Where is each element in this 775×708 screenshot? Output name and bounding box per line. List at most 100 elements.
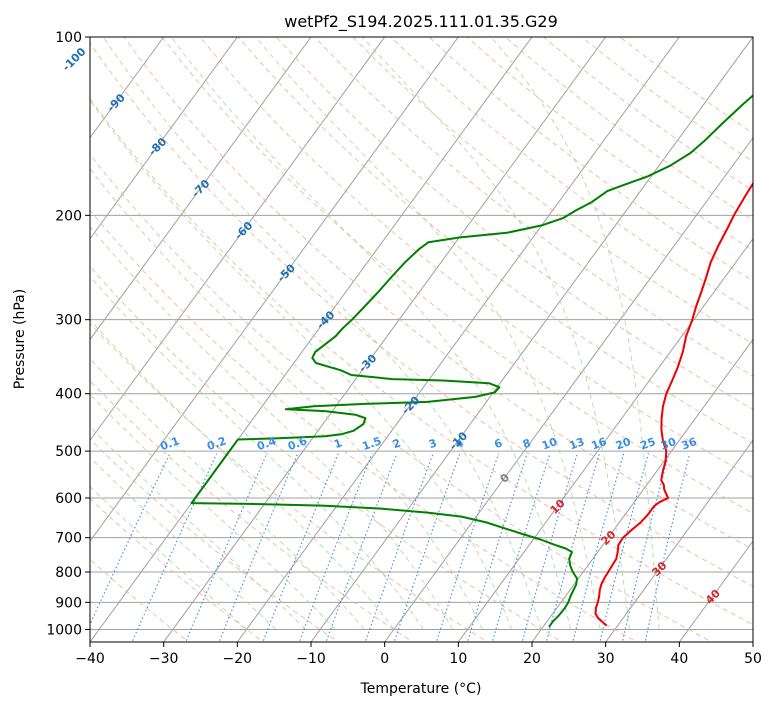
mixing-ratio-line bbox=[435, 453, 500, 642]
mixing-ratio-label: 1.5 bbox=[360, 434, 383, 453]
x-tick-label: −40 bbox=[75, 651, 105, 667]
chart-title: wetPf2_S194.2025.111.01.35.G29 bbox=[284, 12, 558, 32]
plot-frame bbox=[89, 36, 754, 643]
mixing-ratio-line bbox=[521, 453, 578, 642]
mixing-ratio-label: 3 bbox=[427, 436, 439, 451]
moist-adiabat-line bbox=[90, 225, 454, 630]
y-axis: 1000 900 800 700 600 500 400 300 200 100 bbox=[46, 30, 90, 638]
y-tick-label: 700 bbox=[55, 531, 82, 547]
x-tick-label: 20 bbox=[523, 651, 541, 667]
dry-adiabat-line bbox=[161, 37, 753, 514]
isotherm-line bbox=[384, 136, 753, 642]
isotherm-line bbox=[236, 37, 680, 642]
y-tick-label: 400 bbox=[55, 387, 82, 403]
moist-adiabat-line bbox=[255, 37, 601, 630]
dry-adiabat-line bbox=[90, 438, 340, 642]
mixing-ratio-line bbox=[393, 453, 461, 642]
isotherm-line bbox=[163, 37, 607, 642]
moist-adiabat-line bbox=[90, 426, 306, 630]
mixing-ratio-line bbox=[262, 453, 339, 642]
y-tick-label: 600 bbox=[55, 491, 82, 507]
moist-adiabat-line bbox=[90, 168, 483, 630]
moist-adiabat-line bbox=[90, 393, 336, 630]
mixing-ratio-label: 0.1 bbox=[158, 434, 181, 453]
mixing-ratio-label: 8 bbox=[521, 436, 533, 451]
mixing-ratio-line bbox=[491, 453, 551, 642]
moist-adiabat-line bbox=[361, 37, 631, 630]
dry-adiabat-line bbox=[90, 265, 564, 642]
isotherm-line bbox=[531, 338, 753, 642]
y-tick-label: 1000 bbox=[46, 622, 82, 638]
mixing-ratio-line bbox=[545, 453, 600, 642]
y-tick-label: 900 bbox=[55, 595, 82, 611]
isotherm-line bbox=[457, 237, 753, 642]
mixing-ratio-line bbox=[621, 453, 670, 642]
mixing-ratio-label: 0.4 bbox=[255, 434, 278, 453]
isotherm-line bbox=[90, 37, 312, 341]
isotherm-line bbox=[310, 37, 753, 642]
dry-adiabat-line bbox=[90, 97, 753, 626]
y-tick-label: 300 bbox=[55, 313, 82, 329]
dry-adiabat-line bbox=[90, 558, 190, 642]
mixing-ratio-label: 25 bbox=[638, 435, 657, 452]
mixing-ratio-label: 4 bbox=[454, 436, 466, 451]
mixing-ratio-label: 16 bbox=[590, 435, 609, 453]
mixing-ratio-line bbox=[298, 453, 373, 642]
x-tick-label: 50 bbox=[744, 651, 762, 667]
mixing-ratio-line bbox=[572, 453, 625, 642]
x-tick-label: 10 bbox=[449, 651, 467, 667]
isotherm-line bbox=[90, 37, 386, 442]
x-tick-label: 40 bbox=[670, 651, 688, 667]
mixing-ratio-label: 2 bbox=[391, 436, 403, 451]
moist-adiabat-line bbox=[90, 99, 513, 630]
moist-adiabat-line bbox=[170, 37, 572, 630]
isotherm-line bbox=[90, 37, 533, 642]
y-tick-label: 800 bbox=[55, 565, 82, 581]
mixing-ratio-label: 20 bbox=[614, 435, 633, 453]
dry-adiabat-line bbox=[90, 380, 414, 642]
x-tick-label: −10 bbox=[296, 651, 326, 667]
x-tick-label: −20 bbox=[223, 651, 253, 667]
dry-adiabat-line bbox=[276, 37, 753, 410]
x-axis-label: Temperature (°C) bbox=[360, 681, 482, 697]
dry-adiabat-line bbox=[352, 37, 753, 345]
y-tick-label: 500 bbox=[55, 444, 82, 460]
mixing-ratio-label: 1 bbox=[332, 436, 344, 451]
dry-adiabat-line bbox=[90, 153, 713, 642]
mixing-ratio-line bbox=[644, 453, 691, 642]
mixing-ratio-label: 10 bbox=[540, 435, 559, 453]
dry-adiabat-line bbox=[90, 322, 489, 642]
moist-adiabat-line bbox=[102, 37, 542, 630]
isotherm-line bbox=[605, 439, 753, 642]
mixing-ratio-label: 0.2 bbox=[205, 434, 228, 453]
x-axis: −40 −30 −20 −10 0 10 20 30 40 50 bbox=[75, 642, 762, 667]
dewpoint-line bbox=[190, 94, 753, 628]
y-tick-label: 100 bbox=[55, 30, 82, 46]
dry-adiabat-line bbox=[90, 42, 753, 588]
mixing-ratio-line bbox=[466, 453, 528, 642]
mixing-ratio-line bbox=[599, 453, 649, 642]
mixing-ratio-line bbox=[218, 453, 299, 642]
dry-adiabat-line bbox=[199, 37, 753, 479]
x-tick-label: −30 bbox=[149, 651, 179, 667]
mixing-ratio-line bbox=[325, 453, 398, 642]
moist-adiabat-line bbox=[90, 358, 365, 630]
mixing-ratio-label: 30 bbox=[659, 435, 678, 453]
y-axis-label: Pressure (hPa) bbox=[12, 289, 28, 389]
data-lines bbox=[190, 94, 753, 628]
mixing-ratio-label: 13 bbox=[567, 435, 586, 452]
moist-adiabat-line bbox=[490, 37, 660, 630]
mixing-ratio-line bbox=[131, 453, 218, 642]
moist-adiabat-line bbox=[90, 456, 277, 630]
mixing-ratio-label: 36 bbox=[680, 435, 699, 453]
mixing-ratio-line bbox=[364, 453, 434, 642]
y-tick-label: 200 bbox=[55, 208, 82, 224]
isotherm-line bbox=[90, 37, 238, 240]
mixing-ratio-label: 0.6 bbox=[286, 434, 309, 453]
x-tick-label: 30 bbox=[597, 651, 615, 667]
mixing-ratio-line bbox=[185, 453, 268, 642]
temperature-line bbox=[594, 181, 753, 627]
mixing-ratio-label: 6 bbox=[492, 436, 504, 451]
x-tick-label: 0 bbox=[380, 651, 389, 667]
